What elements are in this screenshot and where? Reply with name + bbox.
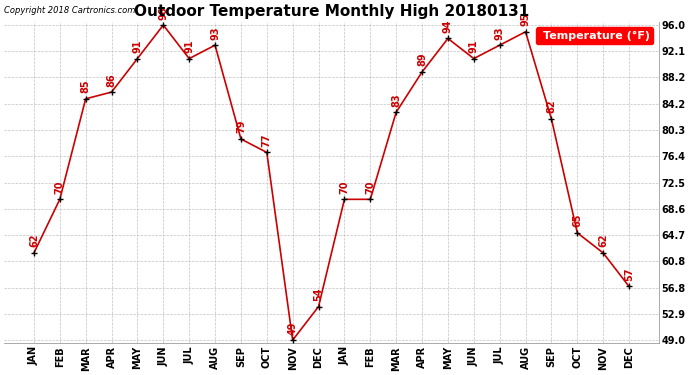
- Text: 57: 57: [624, 267, 634, 281]
- Text: 89: 89: [417, 53, 427, 66]
- Text: 70: 70: [365, 180, 375, 194]
- Text: 49: 49: [288, 321, 297, 334]
- Text: 91: 91: [132, 39, 142, 53]
- Text: 70: 70: [55, 180, 65, 194]
- Text: 85: 85: [81, 80, 90, 93]
- Text: 96: 96: [158, 6, 168, 20]
- Text: 91: 91: [469, 39, 479, 53]
- Text: 54: 54: [313, 288, 324, 301]
- Text: 79: 79: [236, 120, 246, 134]
- Title: Outdoor Temperature Monthly High 20180131: Outdoor Temperature Monthly High 2018013…: [134, 4, 529, 19]
- Text: Copyright 2018 Cartronics.com: Copyright 2018 Cartronics.com: [4, 6, 135, 15]
- Text: 93: 93: [495, 26, 504, 40]
- Text: 93: 93: [210, 26, 220, 40]
- Text: 95: 95: [520, 13, 531, 26]
- Text: 62: 62: [29, 234, 39, 248]
- Text: 82: 82: [546, 100, 556, 113]
- Text: 94: 94: [443, 20, 453, 33]
- Text: 70: 70: [339, 180, 349, 194]
- Text: 62: 62: [598, 234, 608, 248]
- Text: 86: 86: [106, 73, 117, 87]
- Legend: Temperature (°F): Temperature (°F): [536, 27, 653, 44]
- Text: 77: 77: [262, 134, 272, 147]
- Text: 83: 83: [391, 93, 401, 106]
- Text: 91: 91: [184, 39, 194, 53]
- Text: 65: 65: [572, 214, 582, 227]
